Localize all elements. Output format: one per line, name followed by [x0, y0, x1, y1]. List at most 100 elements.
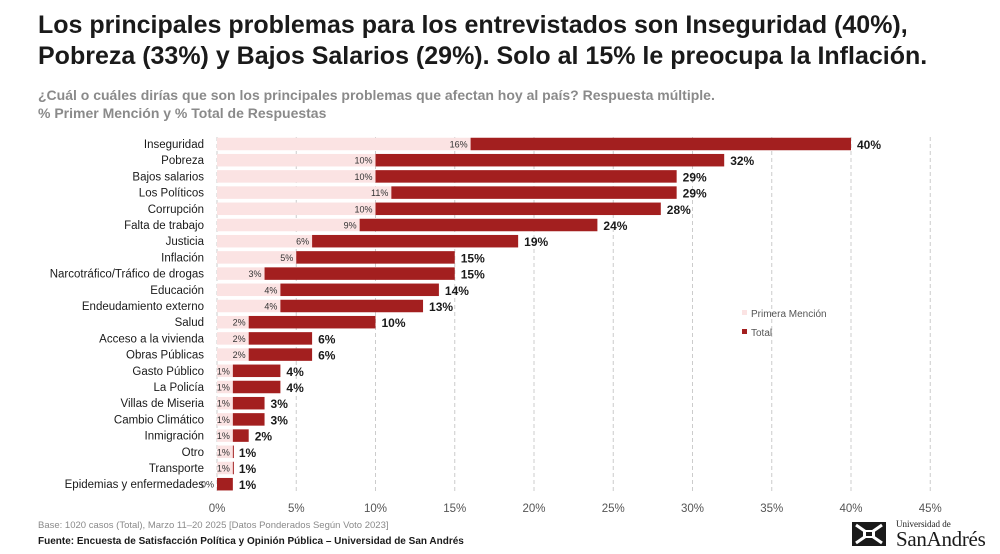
category-label: Endeudamiento externo — [82, 301, 204, 313]
total-bar — [232, 364, 281, 378]
category-label: Corrupción — [148, 204, 204, 216]
category-label: Inmigración — [145, 431, 204, 443]
category-label: Inseguridad — [144, 139, 204, 151]
total-label: 29% — [683, 187, 707, 201]
category-label: Inflación — [161, 252, 204, 264]
primera-mencion-bar — [217, 202, 376, 216]
primera-mencion-label: 6% — [296, 237, 309, 247]
source-note: Fuente: Encuesta de Satisfacción Polític… — [38, 536, 464, 547]
primera-mencion-bar — [217, 251, 297, 264]
x-tick-label: 10% — [364, 503, 387, 515]
primera-mencion-label: 10% — [354, 204, 372, 214]
primera-mencion-label: 1% — [217, 431, 230, 441]
category-label: Otro — [182, 447, 204, 459]
total-bar — [232, 413, 265, 426]
primera-mencion-label: 9% — [344, 221, 357, 231]
primera-mencion-bar — [217, 218, 360, 232]
logo-text-small: Universidad de — [896, 519, 951, 529]
legend-label-primera: Primera Mención — [751, 309, 827, 320]
total-bar — [248, 348, 313, 361]
primera-mencion-label: 1% — [217, 383, 230, 393]
total-bar — [264, 267, 455, 280]
category-label: Acceso a la vivienda — [99, 333, 204, 345]
x-tick-label: 20% — [522, 503, 545, 515]
x-tick-label: 25% — [602, 503, 625, 515]
total-label: 3% — [271, 413, 289, 427]
total-bar — [375, 170, 677, 183]
primera-mencion-label: 2% — [233, 334, 246, 344]
primera-mencion-label: 4% — [264, 302, 277, 312]
primera-mencion-bar — [217, 315, 249, 329]
primera-mencion-bar — [217, 234, 313, 248]
total-bar — [248, 315, 376, 329]
total-label: 15% — [461, 268, 485, 282]
x-tick-label: 5% — [288, 503, 305, 515]
primera-mencion-label: 1% — [217, 447, 230, 457]
total-label: 1% — [239, 478, 257, 492]
category-label: Educación — [150, 285, 204, 297]
category-label: Obras Públicas — [126, 350, 204, 362]
primera-mencion-bar — [217, 396, 233, 410]
primera-mencion-bar — [217, 170, 376, 183]
total-label: 1% — [239, 446, 257, 460]
total-label: 24% — [603, 219, 627, 233]
total-bar — [470, 137, 851, 151]
total-bar — [312, 234, 519, 248]
category-label: Villas de Miseria — [120, 398, 204, 410]
total-bar — [375, 153, 725, 167]
total-label: 6% — [318, 349, 336, 363]
total-label: 13% — [429, 300, 453, 314]
total-bar — [248, 332, 313, 345]
total-label: 1% — [239, 462, 257, 476]
total-bar — [232, 380, 281, 394]
primera-mencion-label: 16% — [450, 140, 468, 150]
total-label: 28% — [667, 203, 691, 217]
x-tick-label: 35% — [760, 503, 783, 515]
category-label: Gasto Público — [132, 366, 204, 378]
primera-mencion-bar — [217, 186, 392, 199]
primera-mencion-label: 4% — [264, 285, 277, 295]
total-bar — [296, 251, 455, 264]
category-label: Falta de trabajo — [124, 220, 204, 232]
x-tick-label: 30% — [681, 503, 704, 515]
logo-text-big: SanAndrés — [896, 527, 986, 551]
total-label: 6% — [318, 332, 336, 346]
total-label: 14% — [445, 284, 469, 298]
total-label: 4% — [286, 381, 304, 395]
primera-mencion-bar — [217, 267, 265, 280]
primera-mencion-bar — [217, 429, 233, 442]
category-label: Justicia — [166, 236, 205, 248]
legend-swatch-primera — [742, 310, 747, 315]
primera-mencion-label: 1% — [217, 399, 230, 409]
chart-title: Los principales problemas para los entre… — [38, 11, 928, 70]
primera-mencion-label: 10% — [354, 172, 372, 182]
primera-mencion-label: 5% — [280, 253, 293, 263]
primera-mencion-label: 2% — [233, 318, 246, 328]
x-tick-label: 45% — [919, 503, 942, 515]
x-tick-label: 0% — [209, 503, 226, 515]
legend-swatch-total — [742, 329, 747, 334]
university-logo: Universidad de SanAndrés — [848, 519, 996, 551]
legend-label-total: Total — [751, 328, 772, 339]
total-label: 15% — [461, 251, 485, 265]
total-bar — [232, 396, 265, 410]
category-label: La Policía — [153, 382, 204, 394]
primera-mencion-bar — [217, 137, 471, 151]
total-bar — [280, 283, 439, 297]
primera-mencion-label: 1% — [217, 464, 230, 474]
category-label: Cambio Climático — [114, 414, 204, 426]
total-bar — [232, 461, 234, 475]
total-bar — [280, 299, 424, 313]
total-label: 3% — [271, 397, 289, 411]
category-label: Narcotráfico/Tráfico de drogas — [50, 269, 205, 281]
primera-mencion-label: 1% — [217, 415, 230, 425]
x-tick-label: 40% — [839, 503, 862, 515]
total-label: 29% — [683, 170, 707, 184]
primera-mencion-bar — [217, 348, 249, 361]
total-bar — [232, 445, 234, 459]
primera-mencion-bar — [217, 461, 233, 475]
primera-mencion-bar — [217, 283, 281, 297]
total-label: 2% — [255, 430, 273, 444]
total-bar — [359, 218, 598, 232]
